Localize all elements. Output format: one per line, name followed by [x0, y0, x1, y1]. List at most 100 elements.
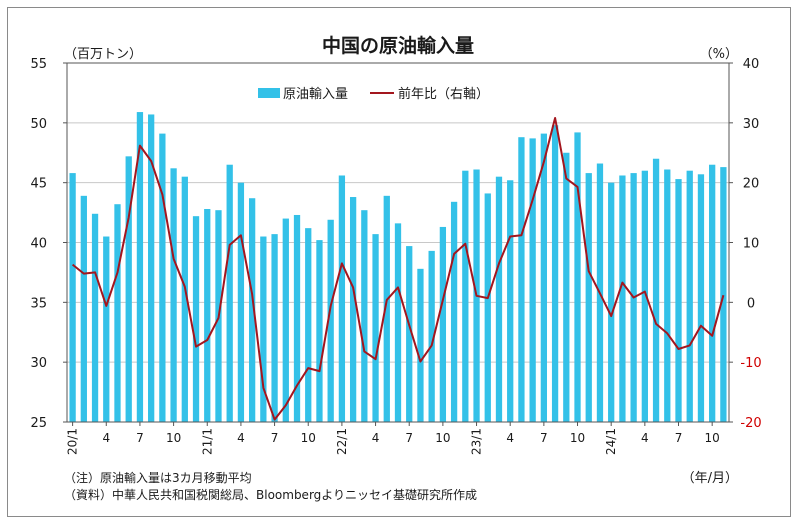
line-series	[71, 117, 725, 421]
legend-bar-label: 原油輸入量	[283, 87, 348, 102]
bar	[686, 170, 693, 422]
y-left-tick-label: 40	[30, 237, 47, 252]
bar	[551, 125, 559, 422]
bar	[69, 173, 76, 422]
bar	[417, 268, 424, 422]
bar	[697, 174, 705, 422]
x-tick-label: 24/1	[604, 428, 618, 455]
y-right-tick-label: 40	[743, 57, 760, 72]
x-tick-label: 22/1	[335, 428, 349, 455]
bar	[181, 176, 188, 422]
note-line-1: （注）原油輸入量は3カ月移動平均	[64, 470, 252, 485]
y-left-tick-label: 30	[30, 356, 47, 371]
bar	[271, 234, 278, 422]
x-tick-label: 10	[570, 431, 585, 445]
bar	[114, 204, 121, 422]
bar	[394, 223, 402, 422]
bar	[170, 168, 177, 422]
x-axis-unit: （年/月）	[682, 471, 738, 486]
bar	[349, 197, 357, 422]
bar	[237, 182, 245, 422]
bar	[450, 201, 458, 422]
x-tick-label: 7	[540, 431, 548, 445]
y-right-tick-label: 10	[743, 237, 760, 252]
legend-bar-swatch	[258, 88, 280, 98]
bar	[484, 193, 491, 422]
bar	[518, 137, 525, 422]
bar	[226, 164, 233, 422]
bar	[125, 156, 132, 422]
y-left-tick-label: 50	[30, 117, 47, 132]
bar	[529, 138, 536, 422]
bar	[619, 175, 626, 422]
bar	[293, 214, 301, 422]
bar	[91, 213, 99, 422]
y-left-tick-label: 25	[30, 416, 47, 431]
bar	[192, 216, 200, 422]
bar	[316, 240, 323, 422]
bar	[80, 195, 87, 422]
bar	[641, 170, 648, 422]
x-tick-label: 10	[301, 431, 316, 445]
bar	[148, 114, 155, 422]
x-tick-label: 4	[237, 431, 245, 445]
bar	[664, 169, 671, 422]
y-right-tick-label: -10	[740, 356, 761, 371]
bar	[709, 164, 716, 422]
y-left-tick-label: 45	[30, 177, 47, 192]
x-tick-label: 10	[705, 431, 720, 445]
bar	[361, 210, 368, 422]
bar	[305, 228, 312, 422]
bar	[563, 152, 570, 422]
chart-title: 中国の原油輸入量	[322, 34, 474, 57]
x-tick-label: 20/1	[66, 428, 80, 455]
bar	[383, 195, 390, 422]
bar	[260, 236, 267, 422]
bar	[574, 132, 581, 422]
right-axis-ticks: -20 -10 0 10 20 30 40	[729, 57, 762, 431]
x-tick-label: 7	[136, 431, 144, 445]
bar	[327, 219, 334, 422]
bar	[675, 179, 682, 422]
bar	[428, 250, 435, 422]
y-left-tick-label: 35	[30, 296, 47, 311]
y-right-tick-label: 20	[743, 177, 760, 192]
note-line-2: （資料）中華人民共和国税関総局、Bloombergよりニッセイ基礎研究所作成	[64, 487, 477, 502]
bar	[720, 167, 727, 422]
bar	[652, 158, 660, 422]
y-right-tick-label: -20	[740, 416, 761, 431]
right-axis-unit: （%）	[700, 47, 738, 62]
y-left-tick-label: 55	[30, 57, 47, 72]
bar	[136, 112, 144, 423]
x-tick-label: 4	[641, 431, 649, 445]
x-tick-label: 7	[675, 431, 683, 445]
y-right-tick-label: 30	[743, 117, 760, 132]
x-tick-label: 21/1	[200, 428, 214, 455]
bar	[540, 133, 548, 422]
left-axis-unit: （百万トン）	[64, 47, 142, 62]
bar	[282, 218, 289, 422]
x-axis-ticks: 20/1 4 7 10 21/1 4 7 10 22/1 4 7 10 23/1 4 7 10 24/1 4 7 10	[66, 422, 720, 455]
bar	[103, 236, 110, 422]
bar	[495, 176, 503, 422]
bar	[585, 173, 592, 422]
bar	[439, 226, 447, 422]
bar	[462, 170, 469, 422]
x-tick-label: 23/1	[470, 428, 484, 455]
bar	[248, 198, 256, 422]
x-tick-label: 7	[271, 431, 279, 445]
y-right-tick-label: 0	[747, 296, 755, 311]
x-tick-label: 4	[506, 431, 514, 445]
bar	[372, 234, 379, 422]
bar	[406, 246, 413, 422]
line-series-path	[71, 117, 725, 421]
legend: 原油輸入量 前年比（右軸）	[258, 86, 489, 102]
legend-line-label: 前年比（右軸）	[398, 86, 489, 102]
bar	[507, 180, 514, 422]
bar	[608, 182, 615, 422]
x-tick-label: 7	[405, 431, 413, 445]
x-tick-label: 4	[102, 431, 110, 445]
x-tick-label: 10	[435, 431, 450, 445]
